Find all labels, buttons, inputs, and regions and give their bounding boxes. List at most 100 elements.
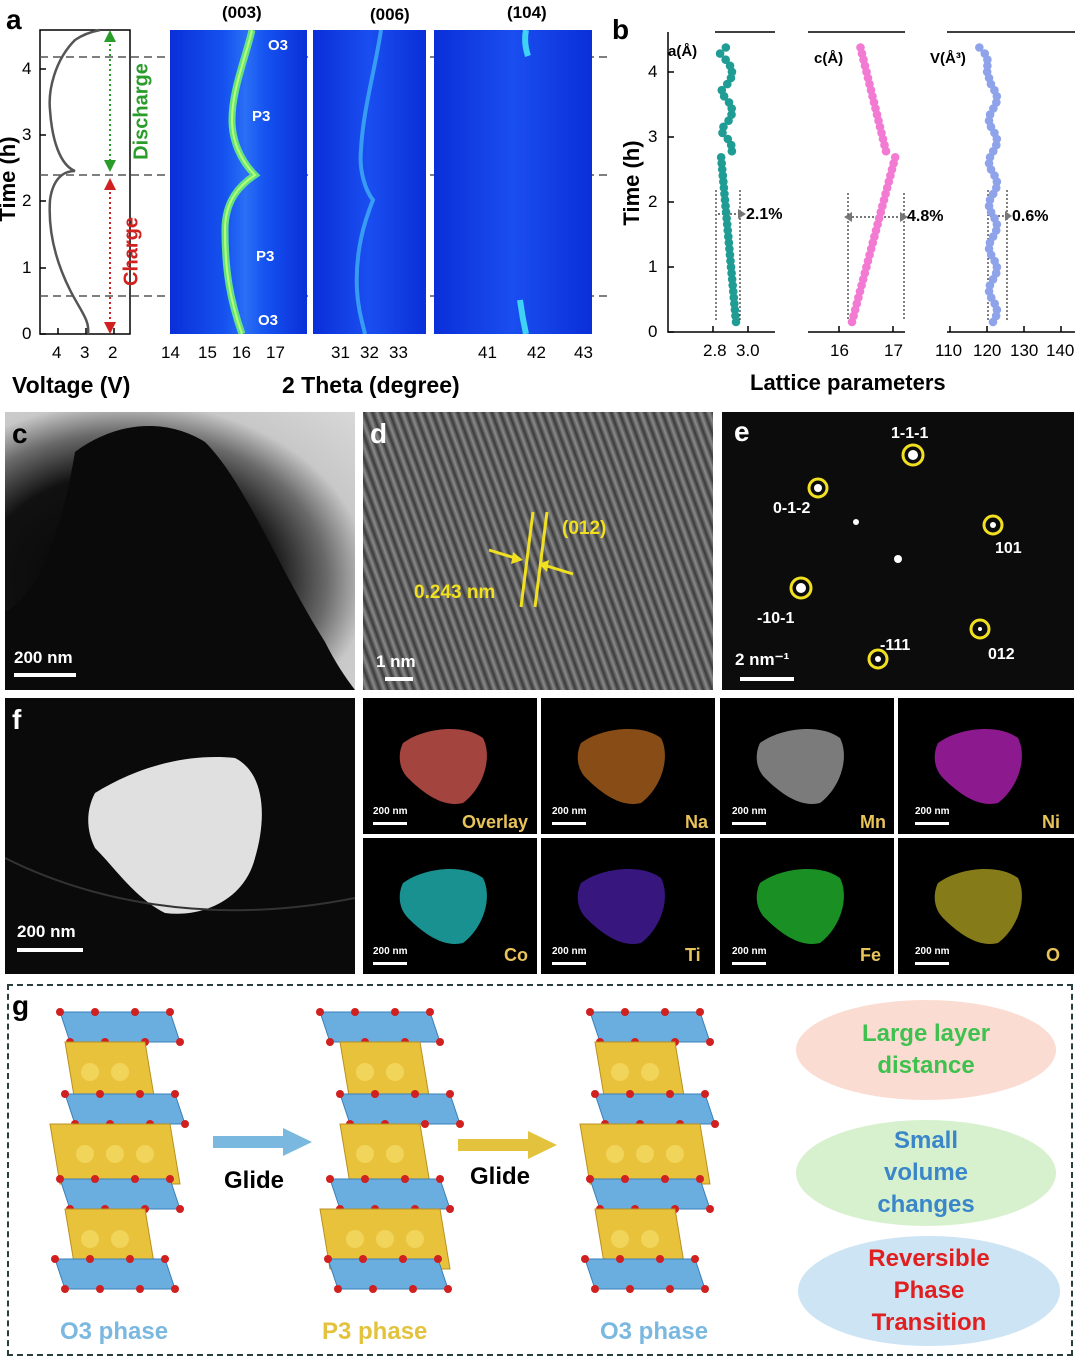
- haadf-image-f: [5, 698, 355, 974]
- eds-scale: 200 nm: [732, 946, 767, 957]
- spot-label: 101: [995, 540, 1022, 557]
- v-tick: 140: [1046, 341, 1075, 360]
- theta-tick: 14: [161, 343, 180, 362]
- lattice-data-point: [975, 43, 984, 52]
- v-tick: 130: [1010, 341, 1039, 360]
- theta-tick: 43: [574, 343, 593, 362]
- phase-label: O3: [268, 37, 289, 54]
- theta-tick: 16: [232, 343, 251, 362]
- voltage-tick: 3: [80, 343, 90, 362]
- d-spacing-label: 0.243 nm: [414, 582, 496, 603]
- c-change-label: 4.8%: [907, 208, 944, 225]
- panel-b-letter: b: [612, 14, 630, 45]
- lattice-data-point: [982, 67, 992, 77]
- b-time-axis-label: Time (h): [619, 140, 644, 226]
- spot-label: 0-1-2: [773, 500, 811, 517]
- eds-scale: 200 nm: [915, 806, 950, 817]
- b-time-tick: 4: [648, 62, 658, 81]
- eds-scale-bar: [915, 822, 949, 825]
- theta-tick: 15: [198, 343, 217, 362]
- theta-axis-label: 2 Theta (degree): [282, 372, 460, 398]
- heatmap-003: [170, 30, 307, 334]
- a-tick: 3.0: [736, 341, 760, 360]
- eds-map: [720, 698, 894, 834]
- theta-tick: 32: [360, 343, 379, 362]
- heatmap-104: [434, 30, 592, 334]
- heatmap-006: [313, 30, 426, 334]
- eds-map: [720, 838, 894, 974]
- scale-bar-d: [385, 677, 413, 681]
- eds-scale-bar: [732, 962, 766, 965]
- eds-scale: 200 nm: [915, 946, 950, 957]
- lattice-data-point: [983, 61, 992, 71]
- scale-label-e: 2 nm⁻¹: [735, 650, 790, 669]
- time-tick: 1: [22, 258, 32, 277]
- panel-e-letter: e: [734, 416, 750, 447]
- theta-tick: 31: [331, 343, 350, 362]
- eds-label: Mn: [860, 812, 886, 832]
- tem-image-c: [5, 412, 355, 690]
- lattice-data-point: [856, 43, 865, 52]
- eds-map: [541, 838, 715, 974]
- eds-label: Ni: [1042, 812, 1060, 832]
- theta-tick: 41: [478, 343, 497, 362]
- c-tick: 16: [830, 341, 849, 360]
- plane-label: (012): [562, 518, 607, 539]
- spot-label: -111: [880, 637, 911, 654]
- theta-tick: 33: [389, 343, 408, 362]
- scale-bar-c: [14, 673, 76, 677]
- phase-label: P3: [252, 108, 271, 125]
- phase-label: O3: [258, 312, 279, 329]
- lattice-data-point: [980, 49, 990, 58]
- a-tick: 2.8: [703, 341, 727, 360]
- lattice-data-point: [716, 153, 726, 162]
- theta-tick: 42: [527, 343, 546, 362]
- feature-text: Large layer distance: [861, 1020, 991, 1079]
- eds-scale: 200 nm: [552, 946, 587, 957]
- lattice-data-point: [715, 49, 725, 58]
- eds-scale-bar: [552, 962, 586, 965]
- feature-reversible-phase-transition: Reversible Phase Transition: [798, 1236, 1060, 1346]
- scale-bar-f: [17, 948, 83, 952]
- b-time-tick: 0: [648, 322, 658, 341]
- lattice-data-point: [719, 122, 728, 132]
- panel-c-letter: c: [12, 418, 28, 449]
- lattice-axis-label: Lattice parameters: [750, 370, 946, 395]
- scale-label-c: 200 nm: [14, 648, 73, 667]
- feature-large-layer-distance: Large layer distance: [796, 1000, 1056, 1100]
- feature-text: Reversible Phase Transition: [868, 1245, 990, 1336]
- eds-scale: 200 nm: [373, 806, 408, 817]
- voltage-tick: 4: [52, 343, 62, 362]
- spot-label: 1-1-1: [891, 425, 929, 442]
- eds-label: Overlay: [462, 812, 529, 832]
- o3-phase-label-2: O3 phase: [600, 1318, 709, 1345]
- panel-b-plot: [667, 31, 1075, 333]
- eds-scale-bar: [373, 962, 407, 965]
- voltage-tick: 2: [108, 343, 118, 362]
- eds-label: Fe: [860, 945, 882, 965]
- lattice-data-point: [723, 134, 733, 144]
- a-change-label: 2.1%: [746, 206, 783, 223]
- eds-map: [898, 838, 1074, 974]
- o3-phase-label-1: O3 phase: [60, 1318, 169, 1345]
- eds-label: Na: [685, 812, 709, 832]
- lattice-data-point: [725, 61, 735, 71]
- panel-f-letter: f: [12, 704, 22, 735]
- v-tick: 120: [973, 341, 1002, 360]
- c-param-label: c(Å): [814, 50, 844, 67]
- eds-label: O: [1046, 945, 1061, 965]
- scale-label-f: 200 nm: [17, 922, 76, 941]
- panel-a-letter: a: [6, 4, 22, 35]
- saed-image-e: [722, 412, 1074, 690]
- eds-scale: 200 nm: [732, 806, 767, 817]
- eds-scale: 200 nm: [552, 806, 587, 817]
- eds-scale: 200 nm: [373, 946, 408, 957]
- scale-label-d: 1 nm: [376, 652, 416, 671]
- a-param-label: a(Å): [668, 43, 698, 60]
- eds-label: Co: [504, 945, 528, 965]
- time-tick: 3: [22, 125, 32, 144]
- phase-label: P3: [256, 248, 275, 265]
- panel-d-letter: d: [370, 418, 388, 449]
- b-time-tick: 2: [648, 192, 658, 211]
- b-time-tick: 1: [648, 257, 658, 276]
